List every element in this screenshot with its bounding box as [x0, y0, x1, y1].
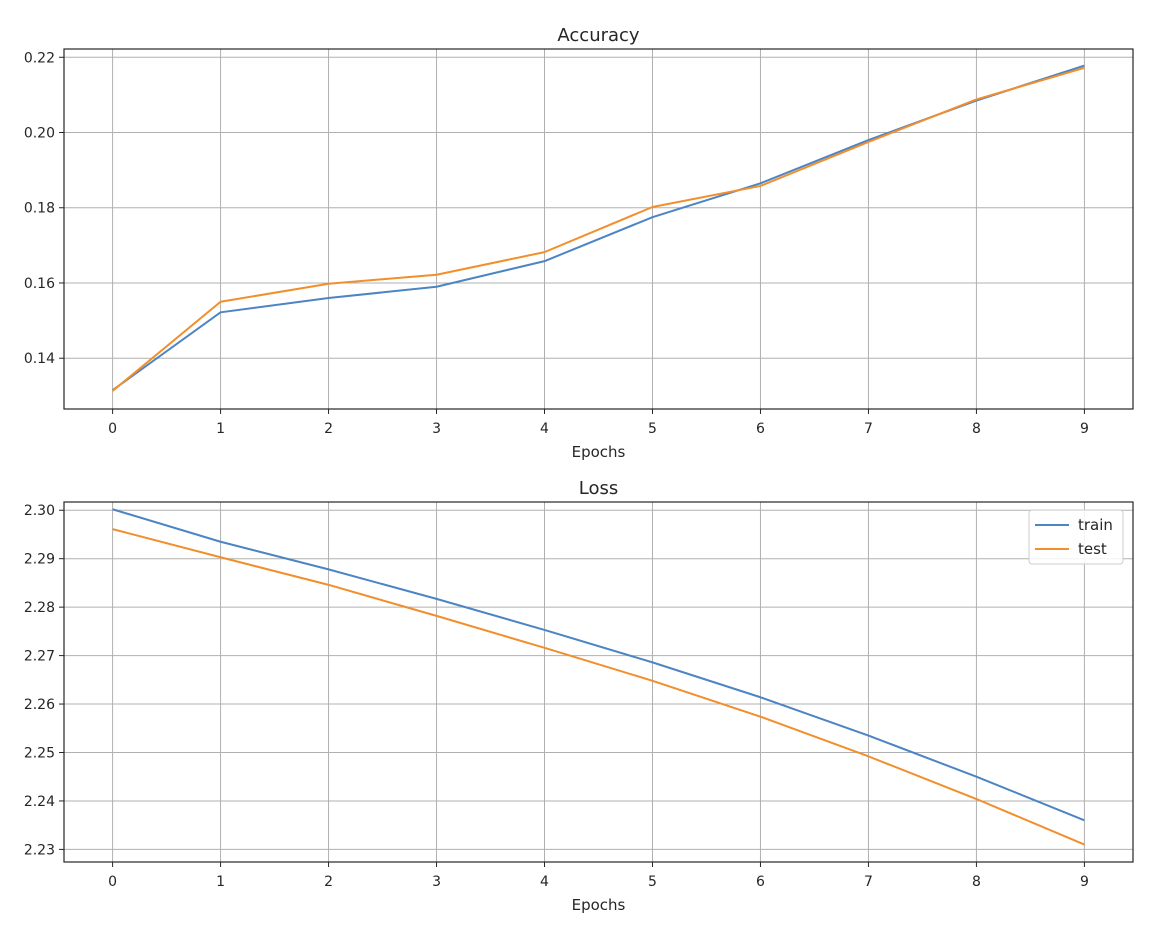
x-tick-label: 3	[432, 874, 441, 890]
y-tick-label: 0.14	[24, 351, 55, 367]
x-tick-label: 1	[216, 874, 225, 890]
y-tick-label: 0.22	[24, 50, 55, 66]
accuracy-panel: 0 1 2 3 4 5 6 7 8 9 0.14 0.16 0.18 0.20 0.22 Accuracy Ep…	[24, 25, 1134, 461]
x-tick-label: 0	[108, 874, 117, 890]
y-tick-label: 2.30	[24, 503, 55, 519]
x-tick-label: 5	[648, 874, 657, 890]
series-line-train	[112, 508, 1085, 822]
y-tick-label: 2.27	[24, 649, 55, 665]
x-tick-label: 2	[324, 874, 333, 890]
y-tick-label: 0.18	[24, 201, 55, 217]
x-axis-label: Epochs	[572, 896, 626, 914]
series-line-test	[112, 528, 1085, 846]
y-tick-label: 2.24	[24, 794, 55, 810]
legend-label-test: test	[1078, 540, 1107, 558]
x-tick-label: 4	[540, 421, 549, 437]
x-tick-label: 6	[756, 874, 765, 890]
chart-title: Loss	[579, 478, 618, 499]
axes-frame	[63, 501, 1134, 863]
y-tick-label: 0.16	[24, 276, 55, 292]
x-tick-label: 3	[432, 421, 441, 437]
x-tick-label: 8	[972, 421, 981, 437]
legend-box	[1028, 509, 1124, 565]
x-tick-label: 9	[1080, 421, 1089, 437]
x-tick-label: 9	[1080, 874, 1089, 890]
y-tick-label: 2.26	[24, 697, 55, 713]
y-tick-label: 2.23	[24, 842, 55, 858]
loss-panel: 0 1 2 3 4 5 6 7 8 9 2.30 2.29 2.28 2.27 2.26 2.25 2.24 2.…	[24, 478, 1134, 914]
x-tick-label: 6	[756, 421, 765, 437]
x-tick-label: 2	[324, 421, 333, 437]
series-line-test	[111, 66, 1085, 392]
x-tick-label: 0	[108, 421, 117, 437]
x-tick-label: 4	[540, 874, 549, 890]
chart-title: Accuracy	[557, 25, 640, 46]
x-tick-label: 8	[972, 874, 981, 890]
x-tick-label: 7	[864, 874, 873, 890]
axes-frame	[63, 48, 1134, 410]
legend-label-train: train	[1078, 516, 1113, 534]
y-tick-label: 0.20	[24, 126, 55, 142]
x-tick-label: 1	[216, 421, 225, 437]
y-tick-label: 2.25	[24, 745, 55, 761]
x-tick-label: 5	[648, 421, 657, 437]
y-tick-label: 2.28	[24, 600, 55, 616]
x-axis-label: Epochs	[572, 443, 626, 461]
y-tick-label: 2.29	[24, 552, 55, 568]
x-tick-label: 7	[864, 421, 873, 437]
